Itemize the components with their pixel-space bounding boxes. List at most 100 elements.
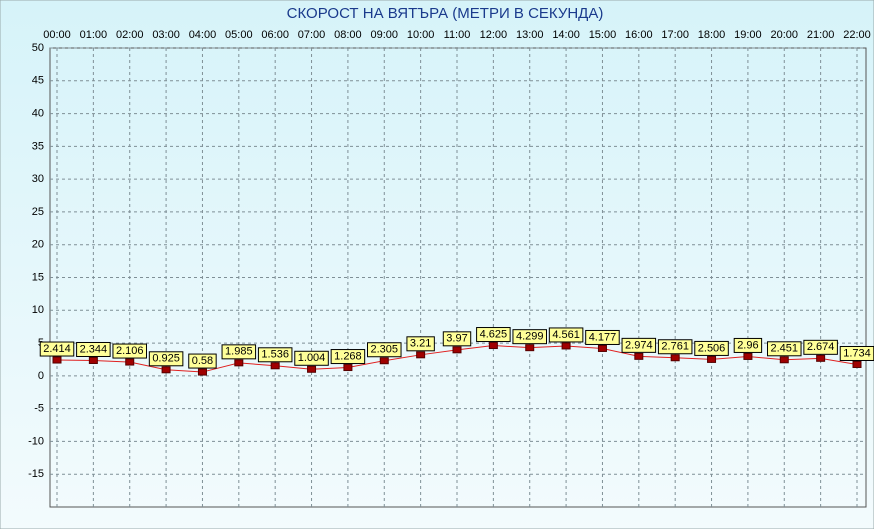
y-tick-label: 10 <box>32 304 44 316</box>
marker <box>561 342 571 350</box>
x-tick-label: 21:00 <box>807 29 835 41</box>
x-tick-label: 01:00 <box>80 29 108 41</box>
y-tick-label: 30 <box>32 173 44 185</box>
data-label: 3.97 <box>446 333 467 345</box>
label-box <box>367 342 402 358</box>
x-tick-label: 03:00 <box>152 29 180 41</box>
x-tick-label: 22:00 <box>843 29 871 41</box>
x-tick-label: 15:00 <box>589 29 617 41</box>
data-label: 1.734 <box>843 347 871 359</box>
label-box <box>148 351 184 367</box>
data-label: 4.561 <box>552 329 580 341</box>
y-tick-label: 35 <box>32 140 44 152</box>
label-box <box>548 327 584 343</box>
label-box <box>330 349 366 365</box>
data-label: 2.761 <box>661 341 689 353</box>
data-label: 4.177 <box>589 331 617 343</box>
marker <box>125 358 135 366</box>
label-box <box>112 343 147 359</box>
x-tick-label: 10:00 <box>407 29 435 41</box>
x-tick-label: 05:00 <box>225 29 253 41</box>
data-label: 3.21 <box>410 338 431 350</box>
data-label: 4.299 <box>516 331 544 343</box>
marker <box>161 366 171 374</box>
marker <box>197 368 207 376</box>
marker <box>743 352 753 360</box>
data-label: 0.925 <box>152 353 180 365</box>
x-tick-label: 20:00 <box>771 29 799 41</box>
marker <box>307 365 317 373</box>
marker <box>88 356 98 364</box>
x-tick-label: 12:00 <box>480 29 508 41</box>
label-box <box>476 327 511 343</box>
label-box <box>621 337 657 353</box>
y-tick-label: 20 <box>32 239 44 251</box>
marker <box>597 344 607 352</box>
marker <box>234 359 244 367</box>
x-tick-label: 18:00 <box>698 29 726 41</box>
x-tick-label: 19:00 <box>734 29 762 41</box>
label-box <box>406 336 435 352</box>
data-label: 4.625 <box>480 328 508 340</box>
label-box <box>767 341 802 357</box>
x-tick-label: 09:00 <box>371 29 399 41</box>
data-label: 2.305 <box>371 344 399 356</box>
data-label: 1.536 <box>261 349 289 361</box>
chart-title: СКОРОСТ НА ВЯТЪРА (МЕТРИ В СЕКУНДА) <box>287 5 604 22</box>
x-tick-label: 17:00 <box>661 29 689 41</box>
label-box <box>188 353 217 369</box>
marker <box>634 352 644 360</box>
data-label: 2.506 <box>698 342 726 354</box>
y-tick-label: 15 <box>32 271 44 283</box>
label-box <box>76 341 111 357</box>
data-label: 2.96 <box>737 339 758 351</box>
x-tick-label: 06:00 <box>261 29 289 41</box>
label-box <box>803 339 838 355</box>
y-tick-label: 25 <box>32 206 44 218</box>
x-tick-label: 02:00 <box>116 29 144 41</box>
data-label: 2.106 <box>116 345 144 357</box>
x-tick-label: 13:00 <box>516 29 544 41</box>
y-tick-label: -15 <box>28 468 44 480</box>
label-box <box>257 347 293 363</box>
x-tick-label: 14:00 <box>552 29 580 41</box>
data-label: 1.985 <box>225 346 253 358</box>
data-label: 1.004 <box>298 352 326 364</box>
data-label: 2.414 <box>43 343 71 355</box>
label-box <box>585 329 620 345</box>
marker <box>52 356 62 364</box>
data-label: 2.451 <box>771 343 799 355</box>
x-tick-label: 16:00 <box>625 29 653 41</box>
y-tick-label: -5 <box>34 403 44 415</box>
label-box <box>442 331 472 347</box>
label-box <box>733 337 763 353</box>
data-label: 1.268 <box>334 350 362 362</box>
y-tick-label: 0 <box>38 370 44 382</box>
data-label: 0.58 <box>192 355 213 367</box>
y-tick-label: 50 <box>32 42 44 54</box>
x-tick-label: 08:00 <box>334 29 362 41</box>
x-tick-label: 00:00 <box>43 29 71 41</box>
y-tick-label: 40 <box>32 107 44 119</box>
marker <box>670 354 680 362</box>
label-box <box>39 341 75 357</box>
label-box <box>294 350 329 366</box>
marker <box>816 354 826 362</box>
x-tick-label: 11:00 <box>444 29 471 41</box>
marker <box>452 346 462 354</box>
marker <box>852 360 862 368</box>
label-box <box>657 339 693 355</box>
marker <box>779 356 789 364</box>
marker <box>343 364 353 372</box>
x-tick-label: 04:00 <box>189 29 217 41</box>
label-box <box>221 344 257 360</box>
x-tick-label: 07:00 <box>298 29 326 41</box>
marker <box>488 342 498 350</box>
data-label: 2.344 <box>80 343 108 355</box>
marker <box>416 351 426 359</box>
y-tick-label: -10 <box>28 435 44 447</box>
label-box <box>512 329 547 345</box>
data-label: 2.974 <box>625 339 653 351</box>
